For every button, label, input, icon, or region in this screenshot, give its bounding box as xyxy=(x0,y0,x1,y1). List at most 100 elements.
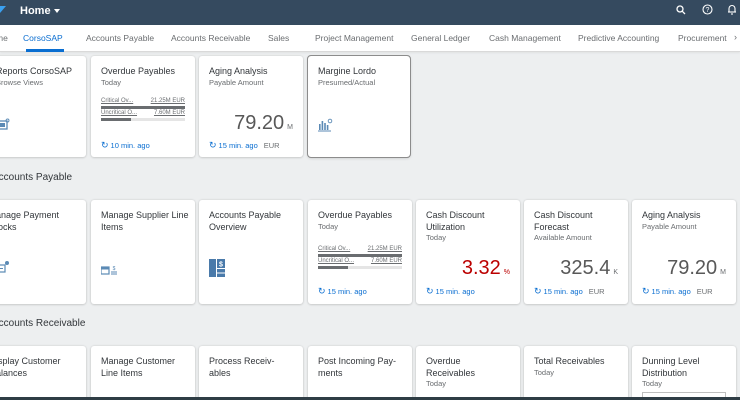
tile-title: isplay Customeralances xyxy=(0,356,61,378)
bar-critical: Critical Ov... 21.25M EUR xyxy=(101,98,185,110)
tab-accounts-receivable[interactable]: Accounts Receivable xyxy=(171,33,251,43)
tile-subtitle: Payable Amount xyxy=(642,221,697,231)
tile-title: Overdue Receivables xyxy=(426,356,476,378)
bar-uncritical: Uncritical O... 7.60M EUR xyxy=(318,258,402,270)
tile-post-incoming-payments[interactable]: Post Incoming Pay-ments xyxy=(308,346,412,400)
tile-subtitle: Presumed/Actual xyxy=(318,77,376,87)
tile-margine-lordo[interactable]: Margine Lordo Presumed/Actual xyxy=(307,55,411,158)
tile-overdue-payables[interactable]: Overdue Payables Today Critical Ov... 21… xyxy=(91,56,195,157)
tile-cash-discount-utilization[interactable]: Cash Discount Utilization Today 3.32% ↻ 1… xyxy=(416,200,520,304)
tile-overdue-payables-ap[interactable]: Overdue Payables Today Critical Ov... 21… xyxy=(308,200,412,304)
refresh-icon: ↻ xyxy=(318,286,326,296)
tile-title: anage Paymentlocks xyxy=(0,210,60,232)
sap-logo[interactable] xyxy=(0,6,6,13)
notifications-icon[interactable] xyxy=(724,4,740,20)
search-icon[interactable] xyxy=(673,4,689,20)
tile-footer: ↻ 15 min. ago xyxy=(426,286,475,296)
bar-uncritical: Uncritical O... 7.60M EUR xyxy=(101,110,185,122)
tile-title: Post Incoming Pay-ments xyxy=(318,356,397,378)
tab-predictive-accounting[interactable]: Predictive Accounting xyxy=(578,33,660,43)
group-title-accounts-payable: Accounts Payable xyxy=(0,172,73,183)
kpi-value: 325.4 K xyxy=(560,257,618,279)
tile-title: Aging Analysis xyxy=(642,210,701,220)
tile-dunning-level-distribution[interactable]: Dunning Level Distribution Today xyxy=(632,346,736,400)
tile-title: Accounts Payable Overview xyxy=(209,210,282,232)
tile-title: Margine Lordo xyxy=(318,66,377,76)
overview-dollar-icon: $ xyxy=(209,259,225,280)
home-menu-button[interactable]: Home xyxy=(20,5,60,17)
tile-aging-analysis[interactable]: Aging Analysis Payable Amount 79.20 M ↻ 15… xyxy=(199,56,303,157)
help-icon[interactable]: ? xyxy=(699,4,715,20)
tile-footer: ↻ 15 min. ago EUR xyxy=(642,286,713,296)
chart-analysis-icon xyxy=(318,118,334,135)
reports-icon xyxy=(0,118,10,134)
caret-down-icon xyxy=(53,9,60,14)
tile-title: Overdue Payables xyxy=(318,210,393,220)
active-tab-indicator xyxy=(26,49,64,52)
refresh-icon: ↻ xyxy=(642,286,650,296)
tile-manage-payment-blocks[interactable]: anage Paymentlocks xyxy=(0,200,86,304)
tile-manage-customer-line-items[interactable]: Manage Customer Line Items xyxy=(91,346,195,400)
tab-project-management[interactable]: Project Management xyxy=(315,33,394,43)
tab-procurement[interactable]: Procurement xyxy=(678,33,727,43)
tab-corsosap[interactable]: CorsoSAP xyxy=(23,33,63,43)
tile-aging-analysis-ap[interactable]: Aging Analysis Payable Amount 79.20 M ↻ 15… xyxy=(632,200,736,304)
tile-footer: ↻ 15 min. ago xyxy=(318,286,367,296)
tile-title: Overdue Payables xyxy=(101,66,176,76)
tile-total-receivables[interactable]: Total Receivables Today xyxy=(524,346,628,400)
kpi-value: 79.20 M xyxy=(667,257,726,279)
tile-footer: ↻ 10 min. ago xyxy=(101,140,150,150)
tile-process-receivables[interactable]: Process Receiv-ables xyxy=(199,346,303,400)
group-title-accounts-receivable: Accounts Receivable xyxy=(0,318,86,329)
tile-title: Total Receivables xyxy=(534,356,605,366)
refresh-icon: ↻ xyxy=(209,140,217,150)
tile-subtitle: Browse Views xyxy=(0,77,43,87)
svg-text:$: $ xyxy=(219,262,223,269)
tile-accounts-payable-overview[interactable]: Accounts Payable Overview $ xyxy=(199,200,303,304)
tile-manage-supplier-line-items[interactable]: Manage Supplier Line Items $ xyxy=(91,200,195,304)
tile-overdue-receivables[interactable]: Overdue Receivables Today xyxy=(416,346,520,400)
tile-subtitle: Today xyxy=(426,233,447,242)
shell-bar: Home ? xyxy=(0,0,740,25)
tab-accounts-payable[interactable]: Accounts Payable xyxy=(86,33,155,43)
tile-footer: ↻ 15 min. ago EUR xyxy=(534,286,605,296)
tile-title: Aging Analysis xyxy=(209,66,268,76)
dunning-chart xyxy=(642,392,726,400)
refresh-icon: ↻ xyxy=(101,140,109,150)
tile-title: Manage Supplier Line Items xyxy=(101,210,189,232)
tab-home[interactable]: me xyxy=(0,33,8,43)
tile-subtitle: Today xyxy=(534,367,555,377)
home-label: Home xyxy=(20,5,51,17)
payment-block-icon xyxy=(0,260,10,277)
taskbar-edge xyxy=(0,397,740,400)
tile-title: Cash Discount Forecast xyxy=(534,210,593,232)
svg-text:$: $ xyxy=(113,266,116,272)
tile-subtitle: Today xyxy=(642,379,663,388)
tile-cash-discount-forecast[interactable]: Cash Discount Forecast Available Amount … xyxy=(524,200,628,304)
tile-title: Process Receiv-ables xyxy=(209,356,275,378)
refresh-icon: ↻ xyxy=(426,286,434,296)
tile-subtitle: Today xyxy=(318,221,339,231)
tile-title: Cash Discount Utilization xyxy=(426,210,485,232)
tile-subtitle: Available Amount xyxy=(534,233,592,242)
tab-cash-management[interactable]: Cash Management xyxy=(489,33,561,43)
tile-title: Reports CorsoSAP xyxy=(0,66,73,76)
tile-subtitle: Payable Amount xyxy=(209,77,264,87)
tab-sales[interactable]: Sales xyxy=(268,33,290,43)
tile-footer: ↻ 15 min. ago EUR xyxy=(209,140,280,150)
tabs-overflow-icon[interactable]: › xyxy=(734,32,737,42)
comparison-chart: Critical Ov... 21.25M EUR Uncritical O..… xyxy=(101,98,185,122)
tile-title: Dunning Level Distribution xyxy=(642,356,700,378)
supplier-line-items-icon: $ xyxy=(100,264,119,278)
svg-text:?: ? xyxy=(705,7,709,14)
tile-display-customer-balances[interactable]: isplay Customeralances xyxy=(0,346,86,400)
tab-general-ledger[interactable]: General Ledger xyxy=(411,33,471,43)
bar-critical: Critical Ov... 21.25M EUR xyxy=(318,246,402,258)
tile-subtitle: Today xyxy=(101,77,122,87)
tile-reports-corsosap[interactable]: Reports CorsoSAP Browse Views xyxy=(0,56,86,157)
kpi-value: 3.32% xyxy=(461,257,510,279)
tile-subtitle: Today xyxy=(426,379,447,388)
tile-title: Manage Customer Line Items xyxy=(101,356,176,378)
anchor-tab-bar: me CorsoSAP Accounts Payable Accounts Re… xyxy=(0,25,740,52)
comparison-chart: Critical Ov... 21.25M EUR Uncritical O..… xyxy=(318,246,402,270)
